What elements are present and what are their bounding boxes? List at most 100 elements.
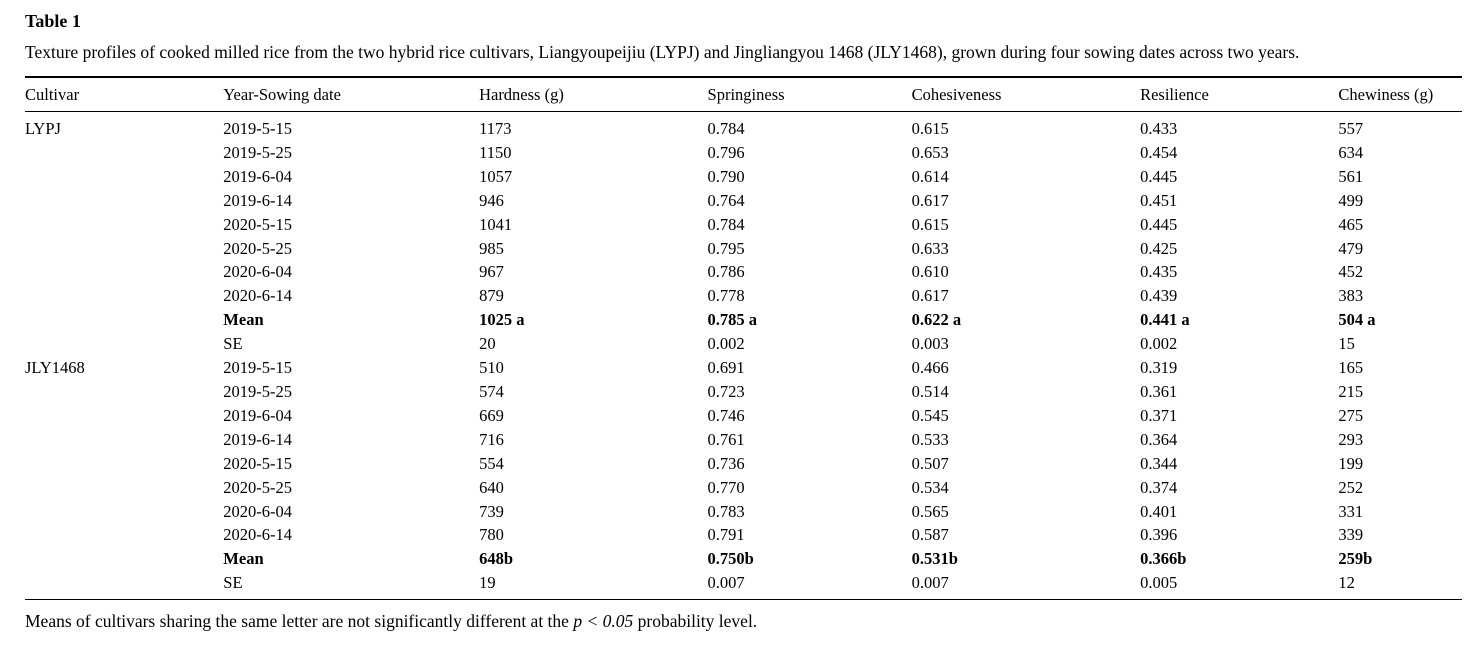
year-sowing-date-cell: Mean xyxy=(223,310,264,330)
table-footnote: Means of cultivars sharing the same lett… xyxy=(25,609,1462,633)
cohesiveness-cell: 0.610 xyxy=(911,262,949,282)
table-row: 2019-6-04 669 0.746 0.545 0.371 275 xyxy=(25,404,1462,428)
cohesiveness-cell: 0.534 xyxy=(911,477,949,497)
resilience-cell: 0.319 xyxy=(1140,358,1178,378)
chewiness-cell: 12 xyxy=(1338,573,1355,593)
resilience-cell: 0.374 xyxy=(1140,477,1178,497)
hardness-cell: 879 xyxy=(479,286,504,306)
year-sowing-date-cell: 2019-6-04 xyxy=(223,166,293,186)
col-header-resilience: Resilience xyxy=(1140,77,1339,112)
resilience-cell: 0.396 xyxy=(1140,525,1178,545)
hardness-cell: 1150 xyxy=(479,142,512,162)
hardness-cell: 20 xyxy=(479,334,496,354)
year-sowing-date-cell: 2020-6-14 xyxy=(223,525,293,545)
col-header-springiness: Springiness xyxy=(707,77,912,112)
hardness-cell: 946 xyxy=(479,190,504,210)
hardness-cell: 19 xyxy=(479,573,496,593)
springiness-cell: 0.764 xyxy=(707,190,745,210)
year-sowing-date-cell: 2020-6-14 xyxy=(223,286,293,306)
resilience-cell: 0.401 xyxy=(1140,501,1178,521)
table-row: 2020-6-04 739 0.783 0.565 0.401 331 xyxy=(25,500,1462,524)
col-header-cohesiveness: Cohesiveness xyxy=(911,77,1141,112)
resilience-cell: 0.435 xyxy=(1140,262,1178,282)
cultivar-cell xyxy=(25,260,223,284)
footnote-pvalue: p < 0.05 xyxy=(573,611,634,632)
table-row: 2020-5-25 985 0.795 0.633 0.425 479 xyxy=(25,237,1462,261)
hardness-cell: 985 xyxy=(479,238,504,258)
springiness-cell: 0.691 xyxy=(707,358,745,378)
hardness-cell: 780 xyxy=(479,525,504,545)
cohesiveness-cell: 0.507 xyxy=(911,453,949,473)
table-row: 2019-6-14 946 0.764 0.617 0.451 499 xyxy=(25,189,1462,213)
chewiness-cell: 252 xyxy=(1338,477,1364,497)
table-row: 2019-6-14 716 0.761 0.533 0.364 293 xyxy=(25,428,1462,452)
year-sowing-date-cell: 2019-5-25 xyxy=(223,381,293,401)
resilience-cell: 0.366b xyxy=(1140,549,1187,569)
cultivar-cell xyxy=(25,476,223,500)
cultivar-cell xyxy=(25,189,223,213)
cohesiveness-cell: 0.007 xyxy=(911,573,949,593)
cultivar-cell xyxy=(25,571,223,599)
chewiness-cell: 199 xyxy=(1338,453,1364,473)
resilience-cell: 0.445 xyxy=(1140,214,1178,234)
table-row: Mean 1025 a 0.785 a 0.622 a 0.441 a 504 … xyxy=(25,308,1462,332)
cohesiveness-cell: 0.514 xyxy=(911,381,949,401)
cultivar-cell xyxy=(25,165,223,189)
cohesiveness-cell: 0.622 a xyxy=(911,310,962,330)
hardness-cell: 510 xyxy=(479,358,504,378)
springiness-cell: 0.761 xyxy=(707,429,745,449)
resilience-cell: 0.445 xyxy=(1140,166,1178,186)
cultivar-cell xyxy=(25,237,223,261)
data-table: Cultivar Year-Sowing date Hardness (g) S… xyxy=(25,76,1462,601)
cohesiveness-cell: 0.533 xyxy=(911,429,949,449)
cultivar-cell xyxy=(25,380,223,404)
footnote-text-end: probability level. xyxy=(633,611,758,632)
cultivar-cell xyxy=(25,452,223,476)
chewiness-cell: 293 xyxy=(1338,429,1364,449)
table-row: 2020-5-25 640 0.770 0.534 0.374 252 xyxy=(25,476,1462,500)
springiness-cell: 0.796 xyxy=(707,142,745,162)
springiness-cell: 0.790 xyxy=(707,166,745,186)
table-row: JLY1468 2019-5-15 510 0.691 0.466 0.319 … xyxy=(25,356,1462,380)
springiness-cell: 0.007 xyxy=(707,573,745,593)
resilience-cell: 0.425 xyxy=(1140,238,1178,258)
cultivar-cell xyxy=(25,428,223,452)
table-row: SE 19 0.007 0.007 0.005 12 xyxy=(25,571,1462,599)
table-row: LYPJ 2019-5-15 1173 0.784 0.615 0.433 55… xyxy=(25,112,1462,141)
resilience-cell: 0.433 xyxy=(1140,119,1178,138)
resilience-cell: 0.451 xyxy=(1140,190,1178,210)
chewiness-cell: 259b xyxy=(1338,549,1373,569)
cohesiveness-cell: 0.545 xyxy=(911,405,949,425)
header-row: Cultivar Year-Sowing date Hardness (g) S… xyxy=(25,77,1462,112)
cultivar-cell xyxy=(25,332,223,356)
springiness-cell: 0.736 xyxy=(707,453,745,473)
cohesiveness-cell: 0.587 xyxy=(911,525,949,545)
hardness-cell: 1057 xyxy=(479,166,513,186)
hardness-cell: 574 xyxy=(479,381,504,401)
chewiness-cell: 504 a xyxy=(1338,310,1376,330)
cohesiveness-cell: 0.617 xyxy=(911,286,949,306)
springiness-cell: 0.786 xyxy=(707,262,745,282)
hardness-cell: 669 xyxy=(479,405,504,425)
year-sowing-date-cell: 2020-5-15 xyxy=(223,214,293,234)
table-row: 2020-6-04 967 0.786 0.610 0.435 452 xyxy=(25,260,1462,284)
year-sowing-date-cell: 2019-5-15 xyxy=(223,358,293,378)
cultivar-cell xyxy=(25,500,223,524)
chewiness-cell: 557 xyxy=(1338,119,1364,138)
chewiness-cell: 331 xyxy=(1338,501,1364,521)
resilience-cell: 0.454 xyxy=(1140,142,1178,162)
resilience-cell: 0.361 xyxy=(1140,381,1178,401)
springiness-cell: 0.746 xyxy=(707,405,745,425)
cohesiveness-cell: 0.617 xyxy=(911,190,949,210)
year-sowing-date-cell: 2020-6-04 xyxy=(223,262,293,282)
chewiness-cell: 499 xyxy=(1338,190,1364,210)
cultivar-cell xyxy=(25,308,223,332)
col-header-cultivar: Cultivar xyxy=(25,77,224,112)
chewiness-cell: 275 xyxy=(1338,405,1364,425)
cohesiveness-cell: 0.615 xyxy=(911,214,949,234)
chewiness-cell: 215 xyxy=(1338,381,1364,401)
chewiness-cell: 465 xyxy=(1338,214,1364,234)
hardness-cell: 554 xyxy=(479,453,504,473)
col-header-chewiness: Chewiness (g) xyxy=(1338,77,1462,112)
chewiness-cell: 452 xyxy=(1338,262,1364,282)
